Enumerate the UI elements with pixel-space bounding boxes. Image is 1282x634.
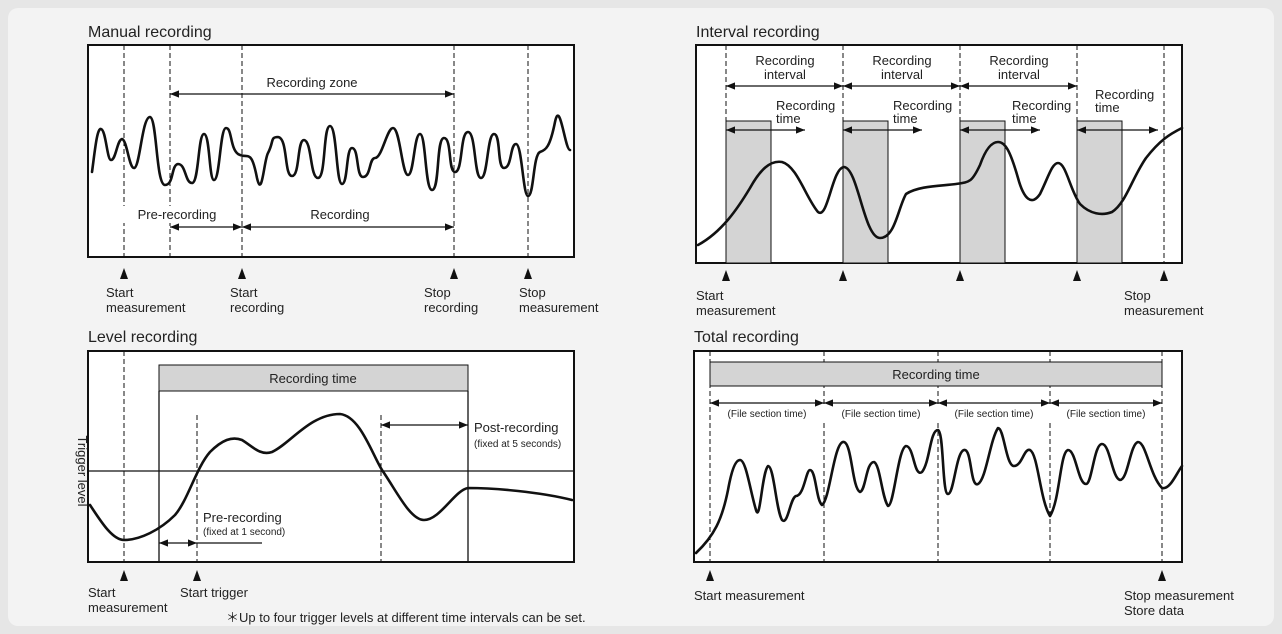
recording-time-label: Recording time (892, 367, 979, 382)
event-marker (706, 570, 714, 581)
level-recording-panel: Level recording Recording time Trigger l… (75, 329, 586, 625)
interval-recording-panel: Interval recording Recording interval Re… (695, 24, 1204, 318)
recording-time-bar (158, 364, 469, 392)
manual-recording-panel: Manual recording Recording zone Pre-reco… (87, 24, 599, 315)
recording-interval-label-line2: interval (998, 67, 1040, 82)
recording-time-label-line2: time (1095, 100, 1120, 115)
start-measurement-label-line2: measurement (696, 303, 776, 318)
pre-recording-note: (fixed at 1 second) (203, 527, 285, 538)
stop-measurement-label-line2: measurement (1124, 303, 1204, 318)
stop-recording-label-line2: recording (424, 300, 478, 315)
recording-time-block (1076, 120, 1123, 264)
event-marker (956, 270, 964, 281)
recording-time-label-line1: Recording (776, 98, 835, 113)
recording-time-label-line2: time (893, 111, 918, 126)
file-section-label: (File section time) (842, 409, 921, 420)
start-measurement-label-line2: measurement (88, 600, 168, 615)
start-measurement-label-line2: measurement (106, 300, 186, 315)
stop-measurement-label-line2: measurement (519, 300, 599, 315)
signal-waveform (696, 126, 1184, 247)
stop-measurement-label-line1: Stop (519, 285, 546, 300)
recording-time-label-line2: time (1012, 111, 1037, 126)
stop-measurement-label: Stop measurement (1124, 588, 1234, 603)
file-section-label: (File section time) (728, 409, 807, 420)
recording-interval-label-line2: interval (764, 67, 806, 82)
start-measurement-label-line1: Start (696, 288, 724, 303)
event-marker (722, 270, 730, 281)
signal-waveform (90, 114, 572, 198)
label-backdrop (712, 405, 1158, 421)
recording-interval-label-line1: Recording (872, 53, 931, 68)
recording-interval-label-line1: Recording (989, 53, 1048, 68)
event-marker (120, 268, 128, 279)
file-section-label: (File section time) (955, 409, 1034, 420)
recording-time-label: Recording time (269, 371, 356, 386)
trigger-level-label: Trigger level (75, 435, 90, 506)
event-marker (120, 570, 128, 581)
start-measurement-label: Start measurement (694, 588, 805, 603)
recording-time-label-line1: Recording (893, 98, 952, 113)
start-trigger-label: Start trigger (180, 585, 249, 600)
recording-label: Recording (310, 207, 369, 222)
signal-waveform (694, 426, 1184, 555)
store-data-label: Store data (1124, 603, 1185, 618)
recording-time-block (959, 120, 1006, 264)
event-marker (450, 268, 458, 279)
panel-title: Level recording (88, 329, 197, 346)
recording-time-label-line1: Recording (1012, 98, 1071, 113)
post-recording-note: (fixed at 5 seconds) (474, 439, 561, 450)
start-recording-label-line1: Start (230, 285, 258, 300)
label-backdrop (122, 206, 232, 223)
event-marker (193, 570, 201, 581)
recording-time-label-line2: time (776, 111, 801, 126)
file-section-label: (File section time) (1067, 409, 1146, 420)
recording-zone-label: Recording zone (266, 75, 357, 90)
event-marker (238, 268, 246, 279)
panel-title: Total recording (694, 329, 799, 346)
event-marker (524, 268, 532, 279)
start-measurement-label-line1: Start (106, 285, 134, 300)
event-marker (1160, 270, 1168, 281)
signal-waveform (88, 412, 574, 542)
footnote: ＊Up to four trigger levels at different … (226, 610, 586, 625)
recording-time-bar (709, 361, 1163, 387)
recording-interval-label-line2: interval (881, 67, 923, 82)
start-recording-label-line2: recording (230, 300, 284, 315)
start-measurement-label-line1: Start (88, 585, 116, 600)
total-recording-panel: Total recording Recording time (File sec… (693, 329, 1234, 618)
panel-title: Interval recording (696, 24, 820, 41)
recording-interval-label-line1: Recording (755, 53, 814, 68)
event-marker (839, 270, 847, 281)
post-recording-label: Post-recording (474, 420, 559, 435)
stop-measurement-label-line1: Stop (1124, 288, 1151, 303)
panel-title: Manual recording (88, 24, 212, 41)
recording-time-label-line1: Recording (1095, 87, 1154, 102)
pre-recording-label: Pre-recording (138, 207, 217, 222)
event-marker (1158, 570, 1166, 581)
stop-recording-label-line1: Stop (424, 285, 451, 300)
recording-time-block (842, 120, 889, 264)
pre-recording-label: Pre-recording (203, 510, 282, 525)
event-marker (1073, 270, 1081, 281)
